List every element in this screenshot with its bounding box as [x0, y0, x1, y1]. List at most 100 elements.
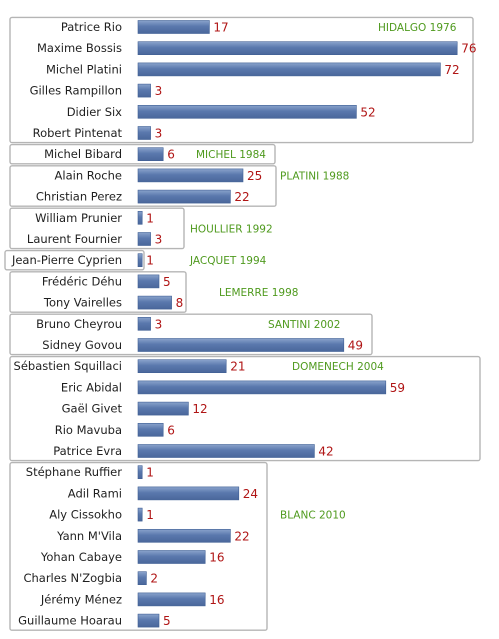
player-name-label: Gaël Givet: [62, 402, 123, 416]
player-name-label: Yann M'Vila: [56, 529, 122, 543]
value-label: 24: [243, 487, 258, 501]
group-label: HIDALGO 1976: [378, 22, 457, 34]
player-name-label: Patrice Rio: [61, 20, 122, 34]
value-label: 3: [155, 127, 163, 141]
player-name-label: Sidney Govou: [42, 338, 122, 352]
value-label: 12: [192, 402, 207, 416]
value-label: 3: [155, 233, 163, 247]
bar: [137, 613, 160, 628]
bar: [137, 41, 458, 56]
value-label: 3: [155, 317, 163, 331]
bar: [137, 550, 206, 564]
value-label: 22: [234, 190, 249, 204]
bar: [137, 338, 345, 352]
value-label: 52: [360, 105, 375, 119]
player-name-label: Guillaume Hoarau: [18, 614, 122, 628]
value-label: 76: [461, 42, 476, 56]
group-box: [9, 461, 268, 631]
bars: [137, 20, 458, 628]
bar: [137, 189, 231, 204]
value-label: 21: [230, 360, 245, 374]
value-label: 3: [155, 84, 163, 98]
player-name-label: Stéphane Ruffier: [26, 465, 122, 479]
player-name-label: Michel Bibard: [44, 147, 122, 161]
group-box: [9, 271, 187, 313]
value-label: 2: [150, 572, 158, 586]
player-name-label: Michel Platini: [46, 62, 122, 76]
player-name-label: William Prunier: [35, 211, 122, 225]
bar: [137, 486, 240, 501]
player-name-label: Eric Abidal: [61, 380, 122, 394]
bar: [137, 571, 147, 586]
bar: [137, 105, 357, 119]
value-label: 1: [146, 211, 154, 225]
player-name-label: Alain Roche: [55, 168, 122, 182]
group-label: PLATINI 1988: [280, 170, 349, 182]
bar: [137, 422, 164, 437]
value-label: 16: [209, 593, 224, 607]
group-label: SANTINI 2002: [268, 319, 340, 331]
bar: [137, 168, 244, 183]
value-label: 16: [209, 551, 224, 565]
bar: [137, 147, 164, 161]
bar: [137, 62, 441, 77]
player-name-label: Charles N'Zogbia: [23, 571, 122, 585]
bar: [137, 274, 160, 289]
player-name-label: Jérémy Ménez: [40, 592, 122, 606]
group-box: [9, 16, 474, 144]
bar: [137, 444, 315, 458]
bar: [137, 592, 206, 607]
group-boxes: [4, 16, 481, 631]
group-label: JACQUET 1994: [189, 255, 267, 267]
player-name-label: Yohan Cabaye: [40, 550, 122, 564]
value-label: 22: [234, 529, 249, 543]
value-label: 1: [146, 466, 154, 480]
bar: [137, 359, 227, 374]
player-name-label: Gilles Rampillon: [30, 84, 122, 98]
player-name-label: Frédéric Déhu: [42, 274, 122, 288]
value-label: 1: [146, 508, 154, 522]
player-name-label: Bruno Cheyrou: [36, 317, 122, 331]
value-label: 49: [348, 339, 363, 353]
value-label: 6: [167, 148, 175, 162]
value-label: 42: [318, 445, 333, 459]
group-box: [9, 143, 276, 165]
bar: [137, 83, 151, 98]
player-name-label: Tony Vairelles: [43, 296, 122, 310]
player-name-label: Aly Cissokho: [49, 508, 122, 522]
group-label: HOULLIER 1992: [190, 223, 273, 235]
value-label: 6: [167, 423, 175, 437]
group-box: [9, 355, 481, 462]
player-name-label: Christian Perez: [36, 190, 122, 204]
labels: Patrice Rio 17 Maxime Bossis 76 Michel Plati…: [11, 20, 477, 628]
bar: [137, 316, 151, 331]
player-name-label: Robert Pintenat: [33, 126, 123, 140]
value-label: 5: [163, 614, 171, 628]
player-name-label: Sébastien Squillaci: [14, 359, 122, 373]
group-label: LEMERRE 1998: [219, 287, 298, 299]
bar: [137, 211, 143, 225]
group-label: MICHEL 1984: [196, 149, 266, 161]
value-label: 72: [444, 63, 459, 77]
group-box: [9, 313, 373, 356]
value-label: 1: [146, 254, 154, 268]
group-label: DOMENECH 2004: [292, 361, 384, 373]
value-label: 8: [176, 296, 184, 310]
player-name-label: Rio Mavuba: [55, 423, 122, 437]
player-name-label: Maxime Bossis: [37, 41, 122, 55]
bar: [137, 20, 210, 34]
group-box: [4, 249, 145, 271]
group-label: BLANC 2010: [280, 510, 346, 522]
bar: [137, 507, 143, 522]
bar: [137, 380, 387, 395]
group-box: [9, 165, 277, 207]
bar: [137, 126, 151, 140]
bar: [137, 253, 143, 267]
group-box: [9, 207, 185, 250]
value-label: 25: [247, 169, 262, 183]
bar: [137, 401, 189, 416]
bar: [137, 465, 143, 480]
player-name-label: Didier Six: [67, 105, 122, 119]
